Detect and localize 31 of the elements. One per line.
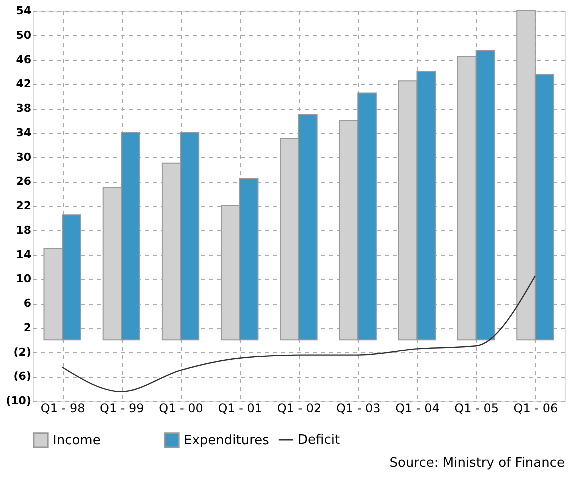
y-tick-label: 38 (16, 102, 32, 115)
x-tick-label: Q1 - 04 (396, 402, 440, 416)
legend-label: Expenditures (184, 433, 270, 448)
y-tick-label: 14 (16, 248, 32, 262)
x-tick-label: Q1 - 00 (159, 402, 204, 416)
source-note: Source: Ministry of Finance (390, 456, 565, 471)
line-series (62, 275, 536, 392)
x-tick-label: Q1 - 02 (277, 402, 322, 416)
y-tick-label: 50 (16, 28, 32, 42)
x-tick-label: Q1 - 98 (40, 402, 86, 416)
y-tick-label: 2 (24, 321, 32, 334)
x-tick-label: Q1 - 03 (336, 402, 381, 416)
y-tick-label: 34 (16, 126, 32, 140)
y-tick-label: 10 (16, 272, 32, 286)
legend-label: Deficit (298, 433, 340, 448)
y-tick-label: 22 (16, 200, 32, 212)
y-tick-label: (10) (6, 394, 32, 408)
x-tick-label: Q1 - 99 (100, 402, 144, 416)
y-tick-label: 42 (16, 78, 32, 91)
legend-label: Income (53, 433, 101, 448)
x-tick-label: Q1 - 06 (514, 402, 558, 416)
y-tick-label: 26 (16, 175, 32, 188)
y-tick-label: 30 (16, 150, 32, 164)
x-tick-label: Q1 - 01 (218, 402, 263, 416)
y-tick-label: (2) (14, 346, 32, 359)
y-tick-label: 18 (16, 224, 32, 237)
y-tick-label: 46 (16, 53, 32, 66)
y-tick-label: (6) (14, 370, 32, 384)
x-tick-label: Q1 - 05 (454, 402, 499, 416)
y-tick-label: 54 (16, 4, 32, 18)
y-tick-label: 6 (24, 297, 32, 310)
